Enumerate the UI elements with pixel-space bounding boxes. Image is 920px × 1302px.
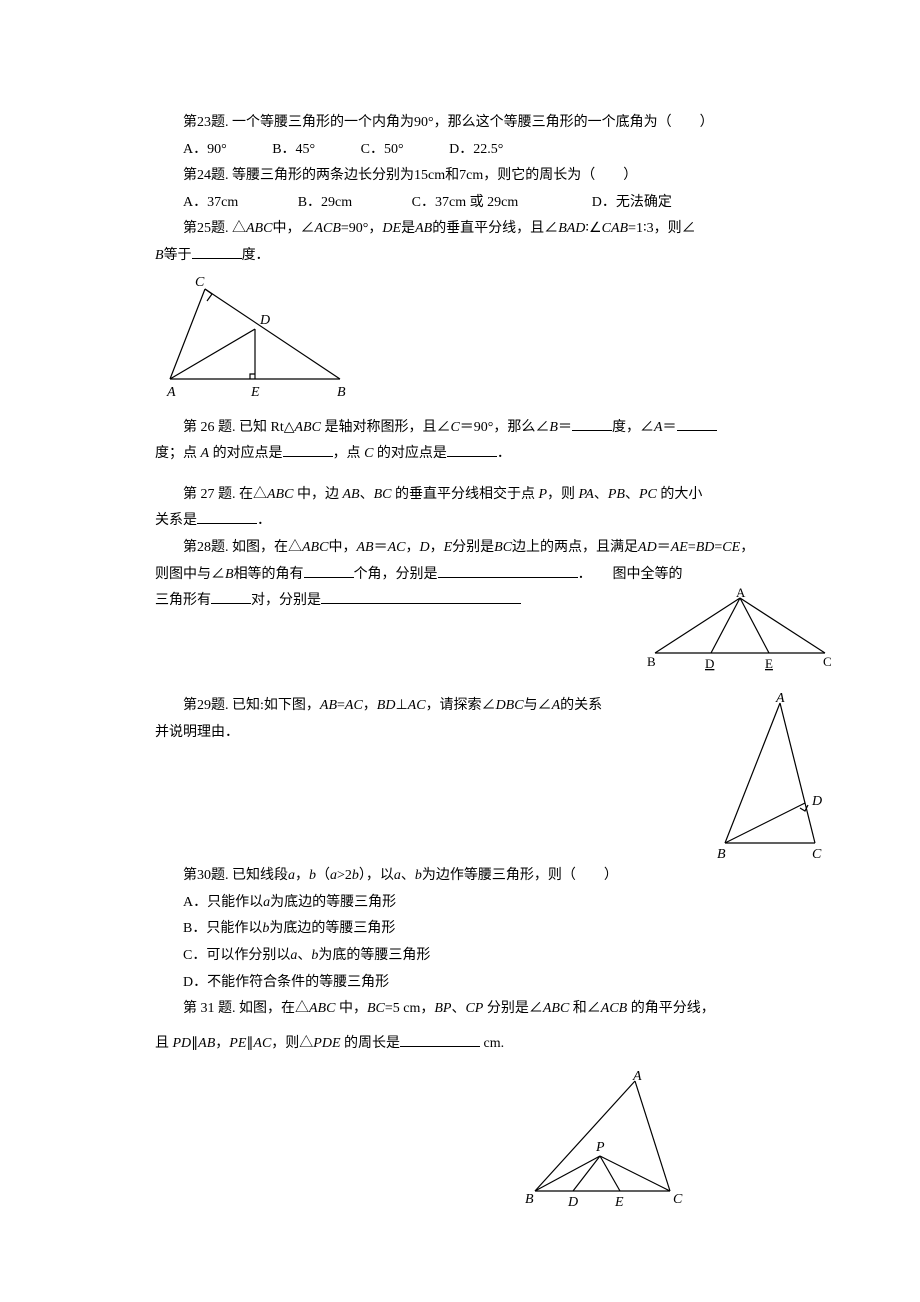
q23-optA: A．90° — [183, 142, 227, 157]
q26-line1: 第 26 题. 已知 Rt△ABC 是轴对称图形，且∠C＝90°，那么∠B＝度，… — [155, 415, 840, 442]
q24-optA: A．37cm — [183, 195, 238, 210]
q25-line2: B等于度． — [155, 243, 840, 270]
q30-optC: C．可以作分别以a、b为底的等腰三角形 — [155, 943, 840, 970]
q31-label-B: B — [525, 1192, 534, 1207]
q25-label-E: E — [250, 385, 260, 400]
q25-diagram: A B C D E — [155, 274, 840, 409]
q29-label-C: C — [812, 847, 822, 862]
q28-label-A: A — [736, 588, 746, 600]
q27-line2: 关系是． — [155, 508, 840, 535]
q29-label-B: B — [717, 847, 726, 862]
q24-optD: D．无法确定 — [592, 195, 672, 210]
q29-diagram: A B C D — [710, 693, 840, 863]
q24-options: A．37cm B．29cm C．37cm 或 29cm D．无法确定 — [155, 190, 840, 217]
q31-label-C: C — [673, 1192, 683, 1207]
q31-line1: 第 31 题. 如图，在△ABC 中，BC=5 cm，BP、CP 分别是∠ABC… — [155, 996, 840, 1023]
q25-label-D: D — [259, 313, 270, 328]
q27-line1: 第 27 题. 在△ABC 中，边 AB、BC 的垂直平分线相交于点 P，则 P… — [155, 482, 840, 509]
q31-label-D: D — [567, 1195, 578, 1210]
q25-line1: 第25题. △ABC中，∠ACB=90°，DE是AB的垂直平分线，且∠BAD∶∠… — [155, 216, 840, 243]
q25-label-B: B — [337, 385, 346, 400]
q31-label-A: A — [632, 1071, 642, 1084]
q30-optD: D．不能作符合条件的等腰三角形 — [155, 970, 840, 997]
q30-title: 第30题. 已知线段a，b（a>2b），以a、b为边作等腰三角形，则（ ） — [155, 863, 840, 890]
q28-line1: 第28题. 如图，在△ABC中，AB＝AC，D，E分别是BC边上的两点，且满足A… — [155, 535, 840, 562]
q28-diagram: A B C D E — [645, 588, 840, 673]
q25-label-C: C — [195, 275, 205, 290]
q23-title: 第23题. 一个等腰三角形的一个内角为90°，那么这个等腰三角形的一个底角为（ … — [155, 110, 840, 137]
q24-title: 第24题. 等腰三角形的两条边长分别为15cm和7cm，则它的周长为（ ） — [155, 163, 840, 190]
q24-optB: B．29cm — [298, 195, 352, 210]
q31-label-P: P — [595, 1140, 605, 1155]
q23-optB: B．45° — [272, 142, 315, 157]
q29-label-A: A — [775, 693, 785, 706]
q28-line2: 则图中与∠B相等的角有个角，分别是． 图中全等的 — [155, 562, 840, 589]
q23-optC: C．50° — [361, 142, 404, 157]
q30-optA: A．只能作以a为底边的等腰三角形 — [155, 890, 840, 917]
q23-optD: D．22.5° — [449, 142, 503, 157]
q29-label-D: D — [811, 794, 822, 809]
q31-line2: 且 PD∥AB，PE∥AC，则△PDE 的周长是 cm. — [155, 1031, 840, 1058]
q26-line2: 度；点 A 的对应点是，点 C 的对应点是． — [155, 441, 840, 468]
q25-label-A: A — [166, 385, 176, 400]
q28-label-D: D — [705, 656, 714, 671]
page: 第23题. 一个等腰三角形的一个内角为90°，那么这个等腰三角形的一个底角为（ … — [0, 0, 920, 1302]
q28-label-C: C — [823, 654, 832, 669]
q24-optC: C．37cm 或 29cm — [412, 195, 519, 210]
q23-options: A．90° B．45° C．50° D．22.5° — [155, 137, 840, 164]
q31-label-E: E — [614, 1195, 624, 1210]
q28-label-B: B — [647, 654, 656, 669]
q30-optB: B．只能作以b为底边的等腰三角形 — [155, 916, 840, 943]
q31-diagram: A B C P D E — [525, 1071, 840, 1216]
q25-blank — [192, 244, 242, 259]
q28-label-E: E — [765, 656, 773, 671]
